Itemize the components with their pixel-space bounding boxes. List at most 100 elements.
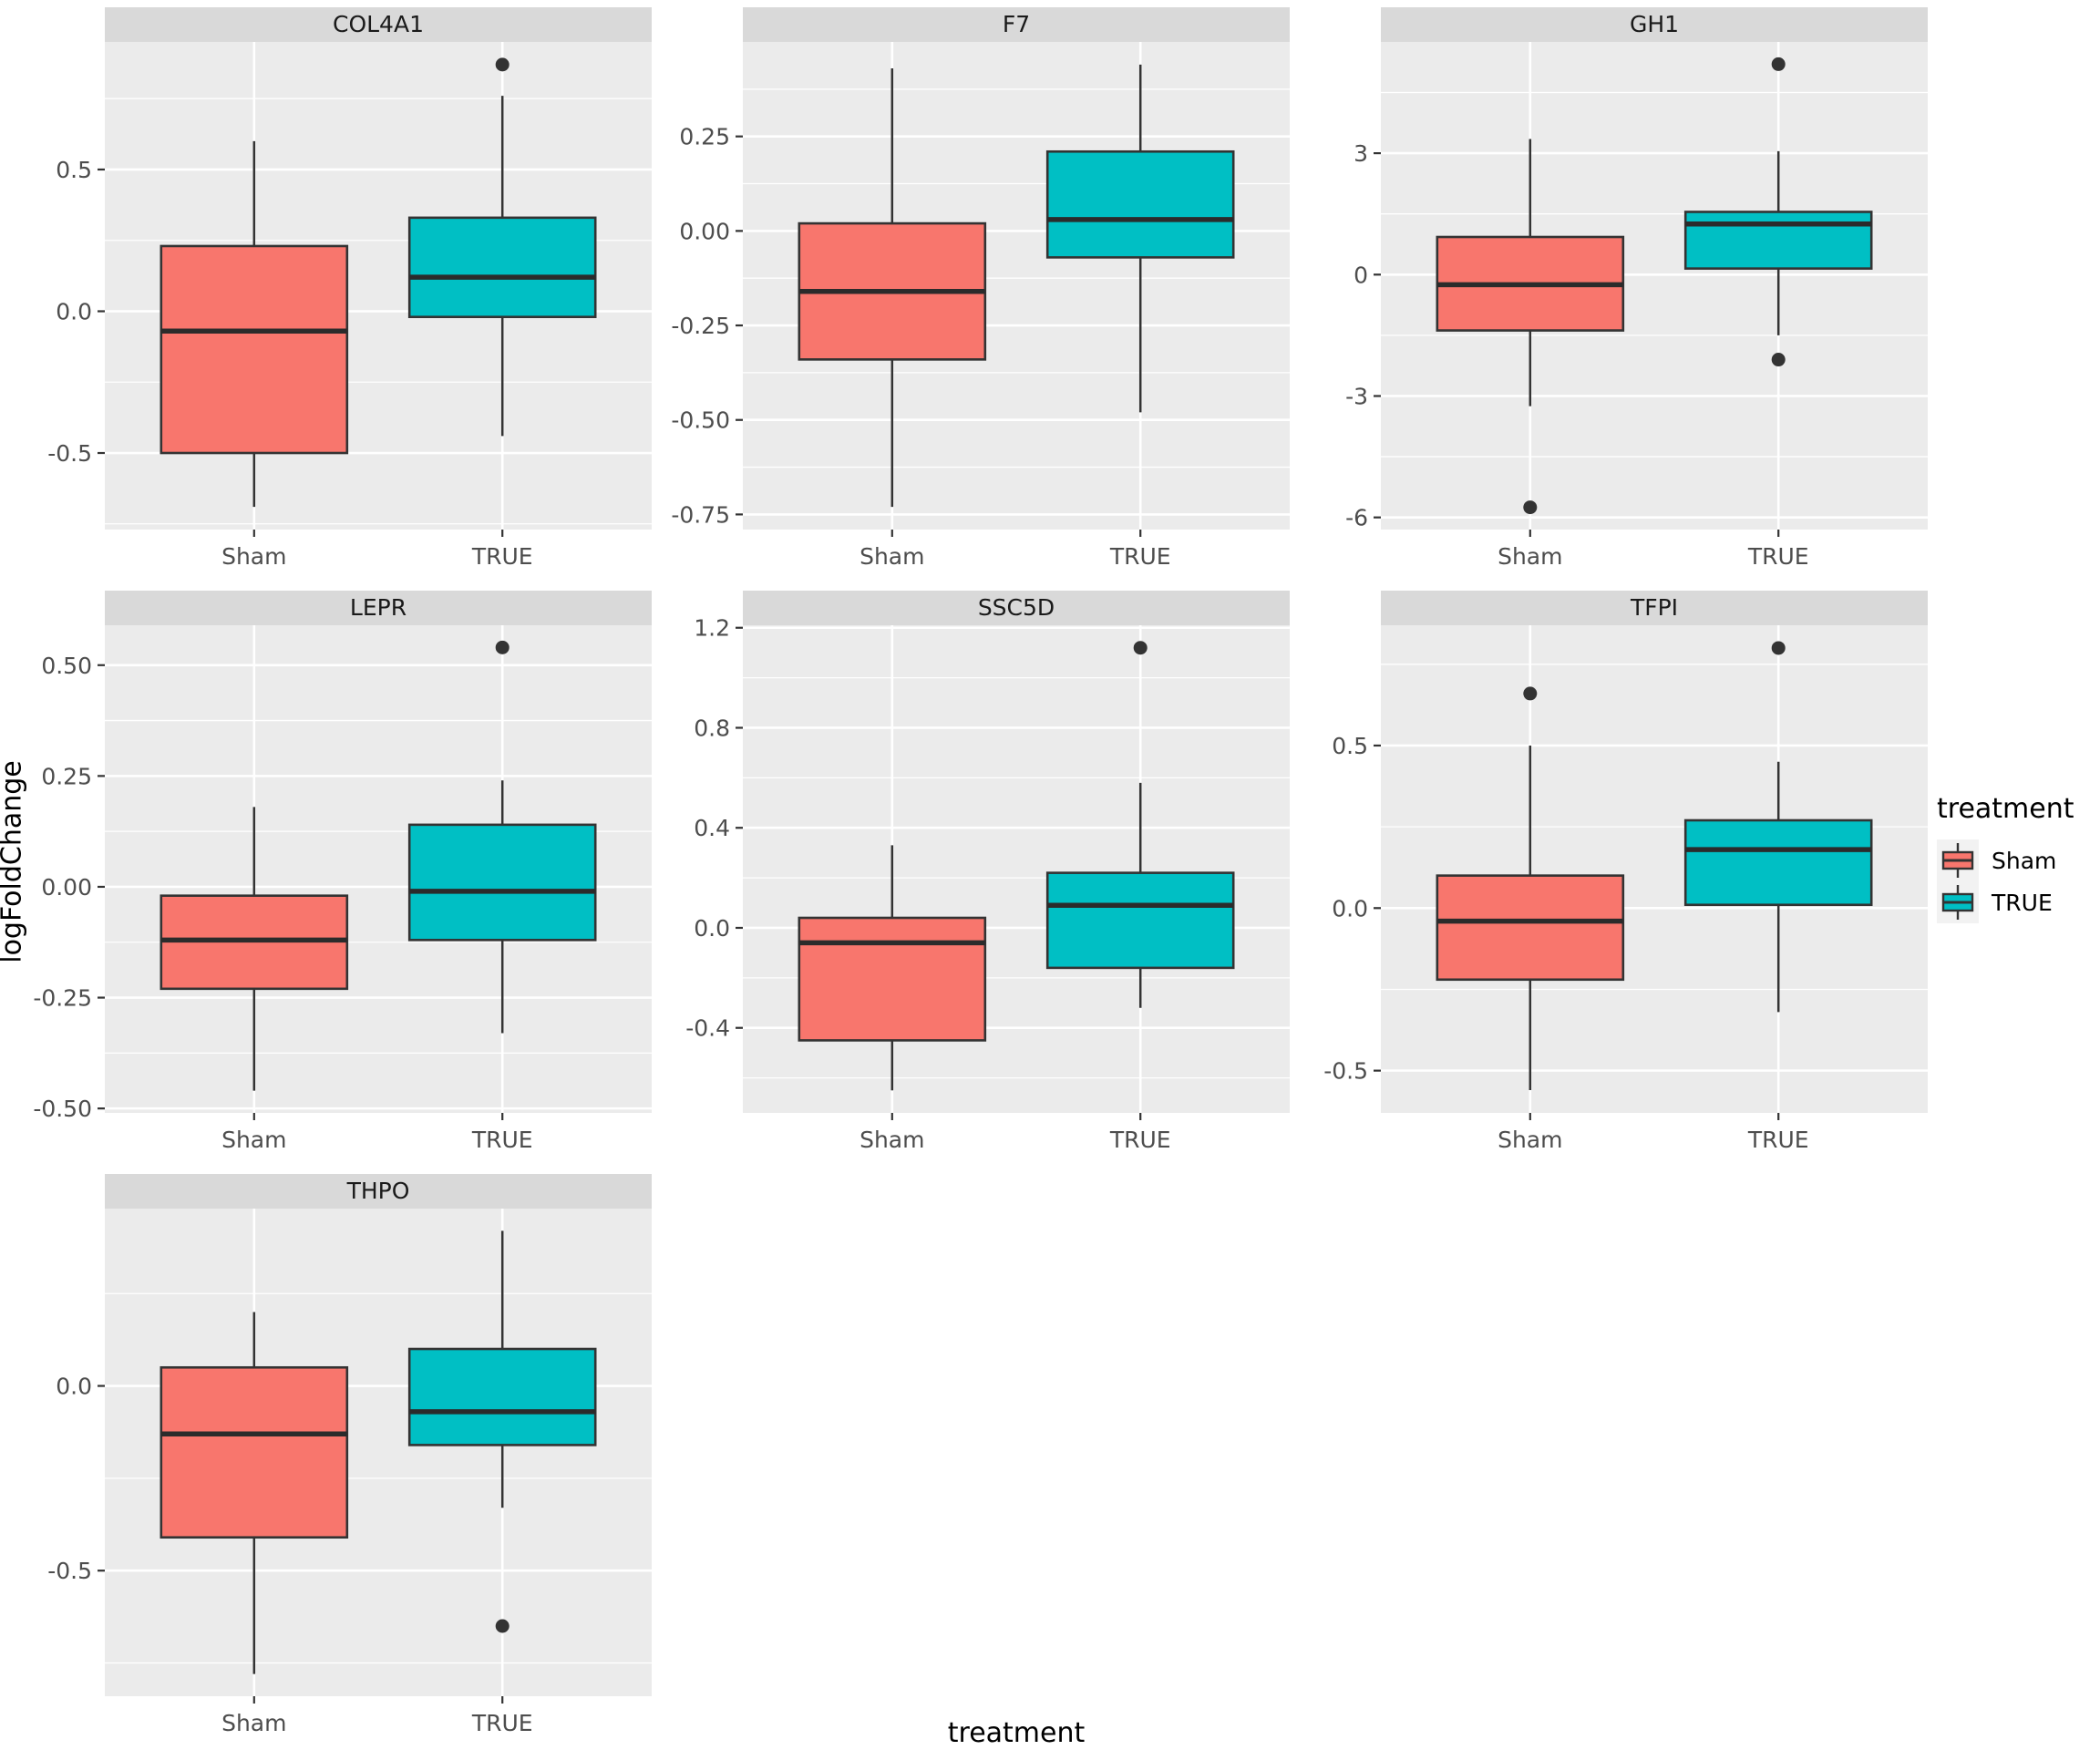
y-tick-label: 3: [1354, 140, 1368, 167]
outlier-point: [1133, 641, 1148, 655]
facet-COL4A1: COL4A1 0.5 0.0 -0.5 Sham TRUE: [47, 7, 652, 570]
boxplot-true: [1683, 641, 1873, 1013]
boxplot-sham: [160, 807, 349, 1091]
y-tick-label: 0.0: [1332, 895, 1368, 921]
outlier-point: [1523, 686, 1538, 701]
x-tick-label: TRUE: [1109, 1127, 1171, 1153]
x-tick-label: Sham: [221, 1710, 286, 1736]
y-tick-label: 0.0: [694, 915, 730, 942]
boxplot-sham: [798, 68, 987, 508]
legend-entry-true: TRUE: [1937, 881, 2099, 923]
x-tick-label: Sham: [860, 1127, 924, 1153]
y-tick-label: 0.0: [56, 298, 92, 324]
facet-TFPI: TFPI 0.5 0.0 -0.5 Sham TRUE: [1323, 591, 1928, 1153]
boxplot-sham: [160, 1312, 349, 1674]
boxplot-true: [407, 1230, 597, 1633]
iqr-box: [407, 1347, 597, 1446]
boxplot-true: [1045, 64, 1235, 413]
boxplot-true: [1045, 641, 1235, 1008]
boxplot-sham: [1436, 686, 1625, 1091]
iqr-box: [407, 823, 597, 942]
y-tick-label: 0.00: [679, 218, 730, 244]
legend-title: treatment: [1937, 793, 2074, 825]
y-tick-label: 0.8: [694, 715, 730, 741]
y-tick-label: -3: [1345, 383, 1368, 409]
y-tick-label: 0.25: [679, 124, 730, 150]
facet-THPO: THPO 0.0 -0.5 Sham TRUE: [47, 1174, 652, 1736]
facet-title: THPO: [346, 1178, 410, 1204]
facet-strip: [743, 7, 1290, 42]
legend-entries: Sham TRUE: [1937, 839, 2099, 923]
iqr-box: [1683, 211, 1873, 270]
facet-LEPR: LEPR 0.50 0.25 0.00 -0.25 -0.50 Sham TRUE: [33, 591, 652, 1153]
y-axis-title: logFoldChange: [0, 760, 28, 963]
y-tick-label: -0.4: [685, 1015, 730, 1042]
facet-strip: [1381, 591, 1928, 625]
outlier-point: [495, 1619, 510, 1633]
y-tick-label: -0.5: [47, 1558, 92, 1584]
x-tick-label: TRUE: [1109, 543, 1171, 570]
outlier-point: [1771, 353, 1786, 367]
y-tick-label: 0.25: [41, 763, 92, 789]
facet-title: LEPR: [350, 594, 407, 621]
iqr-box: [1045, 149, 1235, 259]
x-tick-label: Sham: [221, 543, 286, 570]
boxplot-true: [1683, 57, 1873, 367]
x-axis-title: treatment: [947, 1717, 1086, 1749]
y-tick-label: -0.75: [671, 501, 730, 528]
x-tick-label: TRUE: [1747, 543, 1809, 570]
outlier-point: [495, 57, 510, 72]
boxplot-true: [407, 640, 597, 1034]
x-tick-label: Sham: [860, 543, 924, 570]
facet-strip: [105, 7, 652, 42]
boxplot-sham: [160, 140, 349, 508]
y-tick-label: -0.50: [671, 407, 730, 434]
y-tick-label: -0.25: [33, 985, 92, 1012]
y-tick-label: -6: [1345, 505, 1368, 531]
x-tick-label: TRUE: [471, 1710, 533, 1736]
legend: treatment Sham TRUE: [1937, 793, 2099, 923]
y-tick-label: 0.5: [56, 157, 92, 183]
facet-F7: F7 0.25 0.00 -0.25 -0.50 -0.75 Sham TRUE: [671, 7, 1290, 570]
y-tick-label: 0: [1354, 262, 1368, 288]
facet-strip: [1381, 7, 1928, 42]
legend-entry-sham: Sham: [1937, 839, 2099, 881]
legend-label-sham: Sham: [1992, 847, 2057, 874]
boxplot-sham: [798, 845, 987, 1091]
facet-title: GH1: [1630, 11, 1679, 37]
iqr-box: [160, 244, 349, 455]
outlier-point: [1771, 641, 1786, 655]
iqr-box: [407, 216, 597, 319]
y-tick-label: -0.25: [671, 313, 730, 339]
x-tick-label: Sham: [1498, 1127, 1562, 1153]
iqr-box: [160, 1365, 349, 1539]
facet-title: F7: [1003, 11, 1030, 37]
facet-title: COL4A1: [333, 11, 424, 37]
iqr-box: [1436, 874, 1625, 982]
boxplot-true: [407, 57, 597, 437]
y-tick-label: 0.50: [41, 653, 92, 679]
x-tick-label: TRUE: [471, 1127, 533, 1153]
iqr-box: [1045, 871, 1235, 970]
outlier-point: [1523, 500, 1538, 515]
y-tick-label: 0.4: [694, 815, 730, 841]
boxplot-key-icon: [1937, 839, 1979, 881]
y-tick-label: -0.50: [33, 1096, 92, 1122]
iqr-box: [1683, 818, 1873, 907]
x-tick-label: Sham: [221, 1127, 286, 1153]
y-tick-label: 0.00: [41, 874, 92, 901]
x-tick-label: TRUE: [1747, 1127, 1809, 1153]
facet-strip: [743, 591, 1290, 625]
facet-strip: [105, 591, 652, 625]
facet-GH1: GH1 3 0 -3 -6 Sham TRUE: [1345, 7, 1928, 570]
outlier-point: [1771, 57, 1786, 71]
boxplot-key-icon: [1937, 881, 1979, 923]
facet-title: SSC5D: [978, 594, 1055, 621]
x-tick-label: Sham: [1498, 543, 1562, 570]
y-tick-label: 0.0: [56, 1374, 92, 1400]
y-tick-label: 0.5: [1332, 733, 1368, 759]
y-tick-label: -0.5: [1323, 1058, 1368, 1085]
facet-strip: [105, 1174, 652, 1209]
